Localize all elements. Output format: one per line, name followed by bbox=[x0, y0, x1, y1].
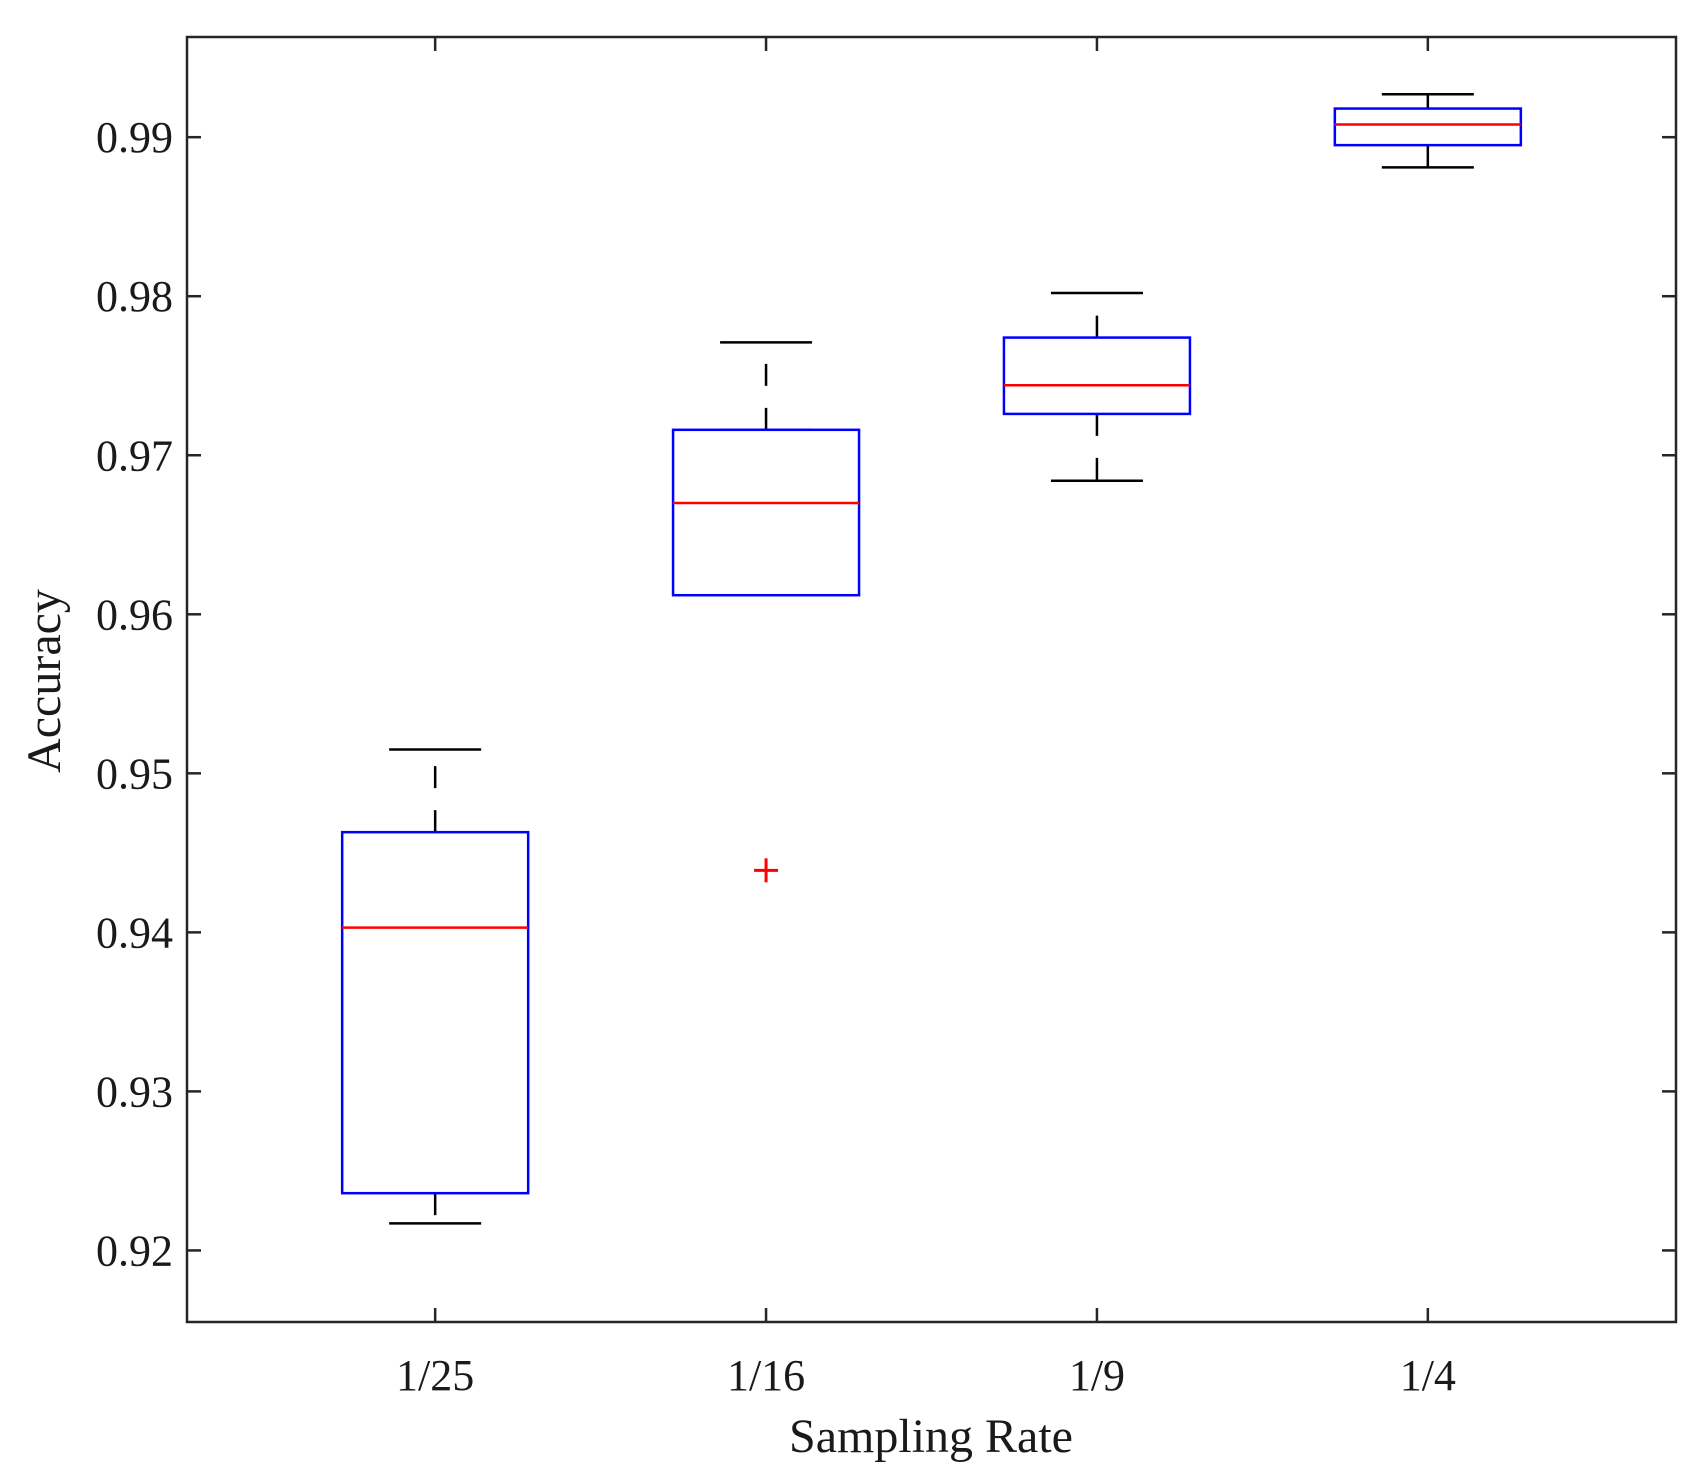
y-tick-label: 0.97 bbox=[96, 431, 173, 480]
x-tick-label: 1/9 bbox=[1069, 1351, 1125, 1400]
x-tick-label: 1/16 bbox=[727, 1351, 805, 1400]
interquartile-box bbox=[340, 830, 530, 1195]
y-tick-label: 0.98 bbox=[96, 272, 173, 321]
y-tick-label: 0.93 bbox=[96, 1067, 173, 1116]
interquartile-box bbox=[671, 428, 861, 597]
interquartile-box bbox=[1333, 107, 1523, 147]
boxes-layer bbox=[340, 93, 1523, 1225]
y-tick-label: 0.95 bbox=[96, 749, 173, 798]
box-group-2 bbox=[671, 341, 861, 883]
y-tick-label: 0.94 bbox=[96, 908, 173, 957]
interquartile-box bbox=[1002, 336, 1192, 416]
x-tick-label: 1/25 bbox=[396, 1351, 474, 1400]
labels-layer: 0.92 0.93 0.94 0.95 0.96 0.97 0.98 0.99 1/25 1/16… bbox=[96, 113, 1456, 1400]
y-tick-label: 0.96 bbox=[96, 590, 173, 639]
y-tick-label: 0.92 bbox=[96, 1226, 173, 1275]
box-group-4 bbox=[1333, 93, 1523, 169]
ticks-layer bbox=[187, 37, 1676, 1322]
y-axis-title: Accuracy bbox=[18, 589, 71, 773]
box-group-3 bbox=[1002, 291, 1192, 482]
y-tick-label: 0.99 bbox=[96, 113, 173, 162]
x-tick-label: 1/4 bbox=[1400, 1351, 1456, 1400]
box-group-1 bbox=[340, 748, 530, 1225]
plot-area-frame bbox=[185, 35, 1678, 1324]
outlier-marker bbox=[754, 858, 779, 883]
x-axis-title: Sampling Rate bbox=[789, 1410, 1073, 1463]
